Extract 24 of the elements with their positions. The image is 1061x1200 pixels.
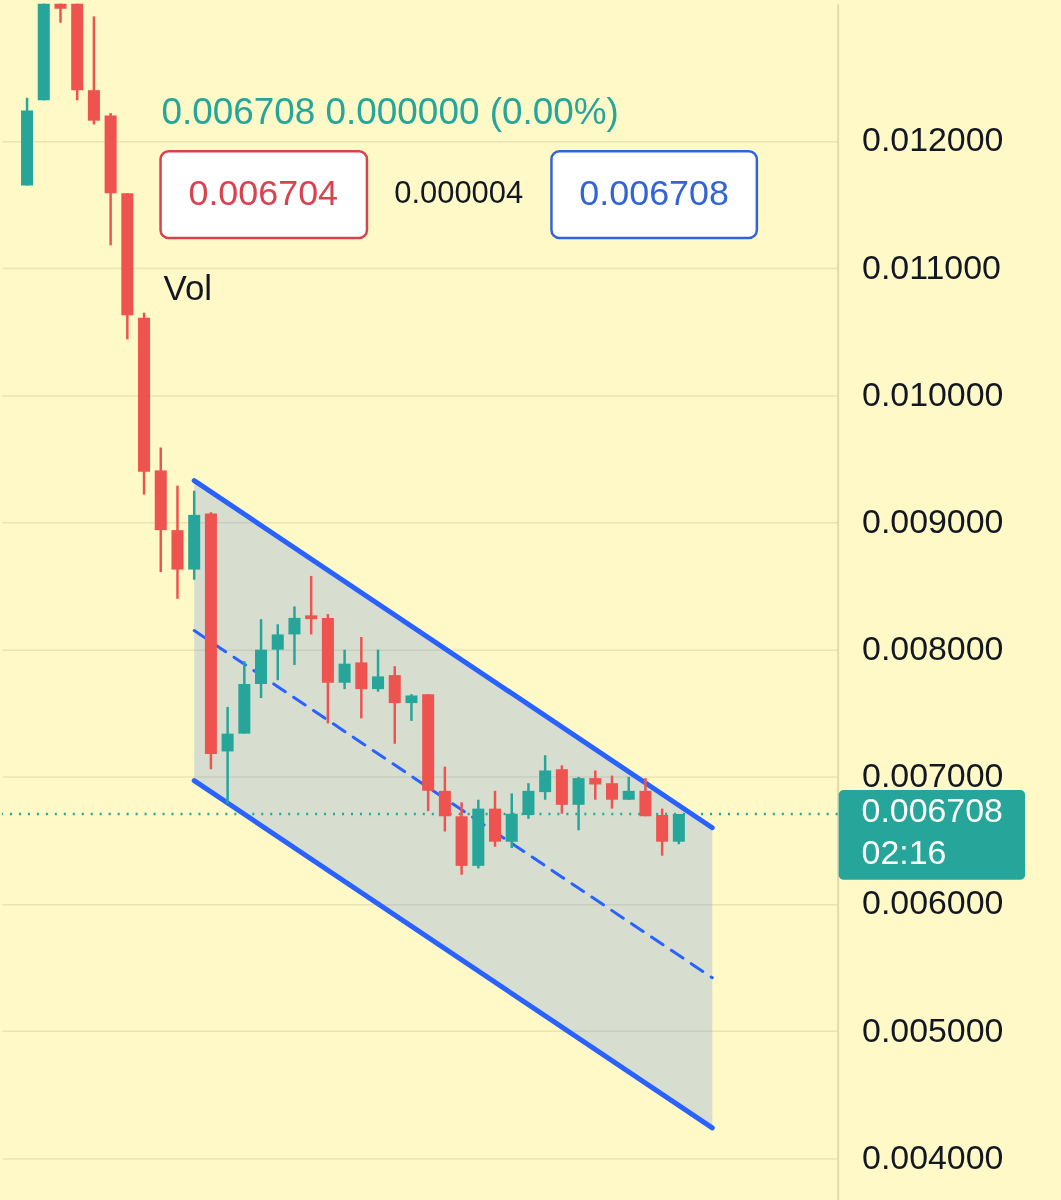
- candlestick: [605, 774, 619, 810]
- annotation: Vol: [163, 267, 213, 307]
- y-tick-label: 0.010000: [862, 374, 1004, 413]
- candlestick: [338, 648, 351, 691]
- candlestick: [305, 574, 318, 636]
- y-tick-label: 0.005000: [862, 1010, 1004, 1049]
- y-tick-label: 0.011000: [862, 247, 1001, 286]
- annotation: 0.000004: [394, 175, 524, 211]
- candlestick: [405, 692, 418, 723]
- y-tick-label: 0.009000: [862, 501, 1004, 540]
- candlestick: [221, 705, 234, 805]
- y-tick-label: 0.012000: [862, 120, 1004, 159]
- y-tick-label: 0.004000: [862, 1137, 1004, 1176]
- candlestick: [622, 775, 635, 801]
- candlestick: [589, 769, 602, 801]
- y-tick-label: 0.006000: [862, 883, 1004, 922]
- annotation: 0.006708 0.000000 (0.00%): [161, 91, 619, 133]
- y-tick-label: 0.008000: [862, 629, 1004, 668]
- annotation: 0.006704: [188, 173, 339, 214]
- annotation: 0.006708: [579, 173, 729, 214]
- candlestick: [372, 648, 385, 693]
- candlestick: [539, 753, 552, 801]
- candlestick: [271, 623, 284, 682]
- candlestick: [288, 605, 301, 667]
